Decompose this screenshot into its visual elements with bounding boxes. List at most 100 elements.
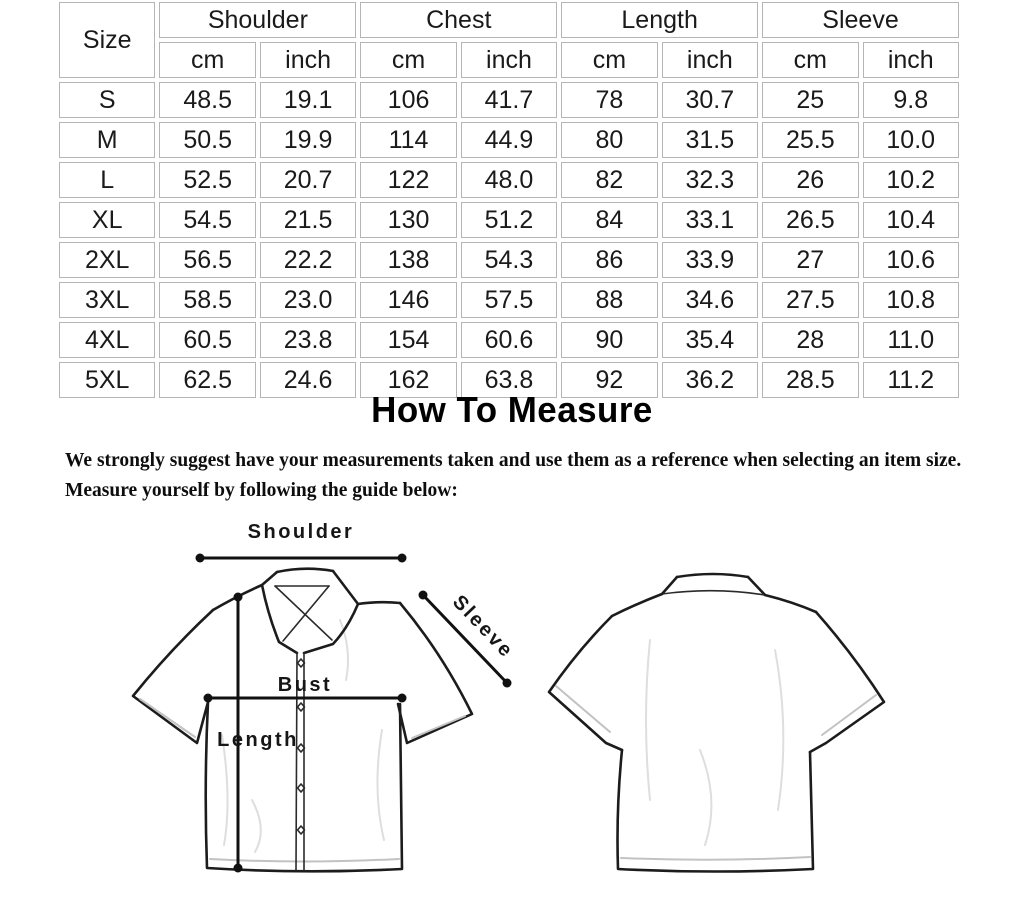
measurement-cell: 34.6: [661, 282, 759, 318]
back-shoulder-right: [763, 593, 818, 614]
button-icon: [296, 825, 306, 835]
front-sleeve-stitch-right: [411, 715, 466, 739]
group-header-shoulder: Shoulder: [159, 2, 357, 38]
measurement-cell: 33.9: [661, 242, 759, 278]
size-cell: 4XL: [59, 322, 156, 358]
measurement-cell: 10.4: [862, 202, 959, 238]
front-buttons: [296, 658, 306, 835]
sleeve-measure: Sleeve: [418, 590, 518, 688]
measurement-cell: 10.0: [862, 122, 959, 158]
front-collar-left: [260, 570, 299, 655]
measurement-cell: 32.3: [661, 162, 759, 198]
unit-header-inch: inch: [460, 42, 558, 78]
button-icon: [296, 743, 306, 753]
size-cell: M: [59, 122, 156, 158]
table-row: XL 54.5 21.5 130 51.2 84 33.1 26.5 10.4: [59, 202, 959, 238]
measurement-cell: 25.5: [762, 122, 859, 158]
measurement-cell: 9.8: [862, 82, 959, 118]
group-header-chest: Chest: [360, 2, 558, 38]
measurement-cell: 10.2: [862, 162, 959, 198]
front-sleeve-left: [131, 608, 215, 745]
bust-label: Bust: [278, 674, 332, 696]
measurement-cell: 56.5: [159, 242, 256, 278]
measurement-cell: 31.5: [661, 122, 759, 158]
back-sleeve-right: [808, 610, 886, 754]
front-body: [204, 700, 404, 873]
sleeve-measure-line: [421, 593, 509, 685]
measure-endpoint: [397, 553, 407, 563]
measurement-cell: 48.5: [159, 82, 256, 118]
button-icon: [296, 702, 306, 712]
back-hem-stitch: [620, 856, 811, 861]
measurement-cell: 44.9: [460, 122, 558, 158]
measure-intro: We strongly suggest have your measuremen…: [65, 446, 965, 506]
back-sleeve-left: [547, 614, 624, 752]
measure-endpoint: [233, 863, 243, 873]
measurement-cell: 51.2: [460, 202, 558, 238]
measurement-cell: 57.5: [460, 282, 558, 318]
unit-header-inch: inch: [862, 42, 959, 78]
back-collar-right: [746, 575, 767, 597]
measurement-cell: 24.6: [259, 362, 357, 398]
back-collar-seam: [661, 589, 766, 596]
measurement-cell: 41.7: [460, 82, 558, 118]
shoulder-measure: Shoulder: [195, 521, 407, 563]
group-header-length: Length: [561, 2, 759, 38]
measurement-cell: 54.5: [159, 202, 256, 238]
length-label: Length: [217, 729, 299, 751]
unit-header-inch: inch: [661, 42, 759, 78]
back-collar-top: [675, 572, 750, 579]
table-row: M 50.5 19.9 114 44.9 80 31.5 25.5 10.0: [59, 122, 959, 158]
back-shirt-drawing: [547, 572, 886, 873]
front-sleeve-stitch-left: [139, 698, 196, 738]
measurement-cell: 82: [561, 162, 658, 198]
size-cell: 3XL: [59, 282, 156, 318]
back-collar-left: [660, 575, 679, 596]
front-shirt-drawing: [131, 567, 474, 873]
group-header-row: Size Shoulder Chest Length Sleeve: [59, 2, 959, 78]
front-wrinkle: [221, 734, 229, 846]
measure-endpoint: [203, 693, 213, 703]
measurement-cell: 122: [360, 162, 457, 198]
shoulder-label: Shoulder: [248, 521, 355, 543]
measurement-cell: 28.5: [762, 362, 859, 398]
measurement-cell: 21.5: [259, 202, 357, 238]
measurement-cell: 35.4: [661, 322, 759, 358]
size-cell: S: [59, 82, 156, 118]
measurement-cell: 11.0: [862, 322, 959, 358]
measurement-cell: 30.7: [661, 82, 759, 118]
measurement-cell: 28: [762, 322, 859, 358]
front-placket-left: [295, 652, 298, 871]
back-wrinkle: [699, 749, 713, 846]
back-body: [616, 748, 815, 873]
front-lapel-fold-left: [274, 585, 333, 641]
measurement-cell: 84: [561, 202, 658, 238]
group-header-sleeve: Sleeve: [762, 2, 959, 38]
measurement-cell: 138: [360, 242, 457, 278]
measurement-cell: 26.5: [762, 202, 859, 238]
measurement-cell: 10.8: [862, 282, 959, 318]
measurement-cell: 88: [561, 282, 658, 318]
measurement-cell: 22.2: [259, 242, 357, 278]
size-cell: 5XL: [59, 362, 156, 398]
measurement-cell: 23.0: [259, 282, 357, 318]
measurement-cell: 92: [561, 362, 658, 398]
measurement-cell: 50.5: [159, 122, 256, 158]
measurement-cell: 20.7: [259, 162, 357, 198]
unit-header-inch: inch: [259, 42, 357, 78]
front-sleeve-right: [396, 601, 474, 745]
size-cell: XL: [59, 202, 156, 238]
size-chart-header: Size Shoulder Chest Length Sleeve cm inc…: [59, 2, 959, 78]
back-wrinkle: [774, 649, 785, 811]
measurement-cell: 58.5: [159, 282, 256, 318]
measurement-cell: 27: [762, 242, 859, 278]
front-lapel-fold-right: [282, 585, 330, 642]
measure-endpoint: [195, 553, 205, 563]
measurement-cell: 106: [360, 82, 457, 118]
measurement-cell: 19.1: [259, 82, 357, 118]
measurement-cell: 146: [360, 282, 457, 318]
front-wrinkle: [376, 729, 385, 841]
bust-measure: Bust: [203, 674, 407, 703]
measurement-cell: 78: [561, 82, 658, 118]
intro-line-1: We strongly suggest have your measuremen…: [65, 450, 962, 471]
